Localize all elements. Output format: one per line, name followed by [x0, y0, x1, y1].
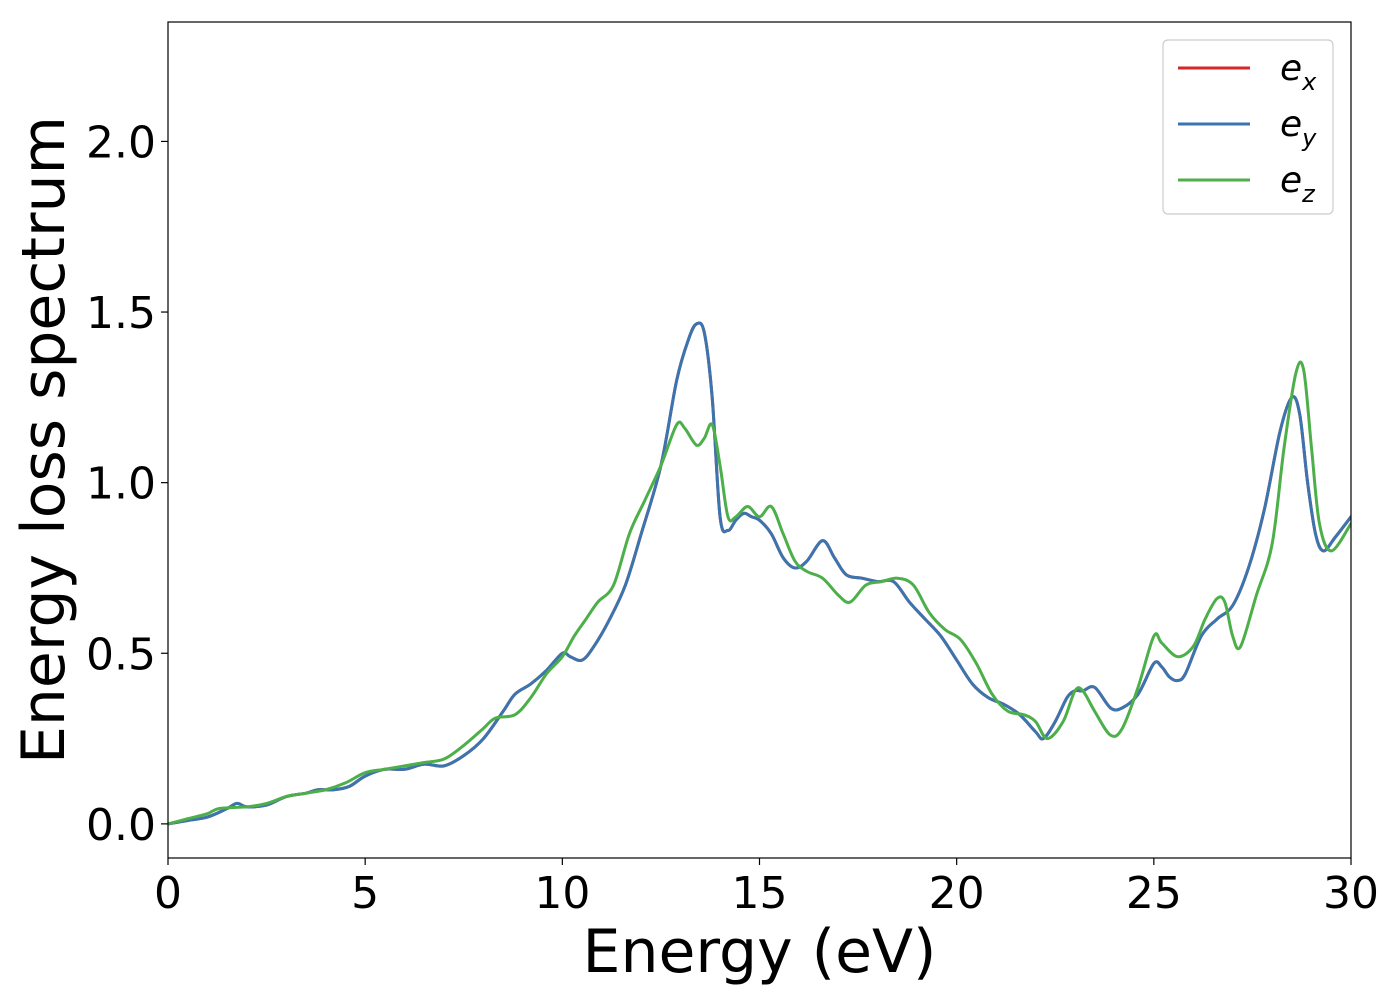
legend-label-x: ex: [1280, 48, 1317, 96]
y-tick-label: 0.5: [86, 629, 156, 680]
y-axis-ticks: 0.0 0.5 1.0 1.5 2.0: [86, 117, 168, 851]
x-axis-label: Energy (eV): [583, 917, 937, 987]
y-tick-label: 0.0: [86, 800, 156, 851]
y-axis-label: Energy loss spectrum: [9, 116, 79, 764]
x-tick-label: 5: [351, 868, 379, 919]
series-line-z: [168, 360, 1351, 826]
x-tick-label: 10: [534, 868, 590, 919]
x-tick-label: 15: [732, 868, 788, 919]
legend-label-y: ey: [1280, 104, 1317, 152]
legend-box: [1162, 39, 1334, 215]
y-tick-label: 1.5: [86, 288, 156, 339]
y-tick-label: 1.0: [86, 459, 156, 510]
y-tick-label: 2.0: [86, 117, 156, 168]
x-tick-label: 25: [1126, 868, 1182, 919]
series-line-y: [168, 321, 1351, 826]
legend-label-z: ez: [1280, 160, 1316, 208]
x-tick-label: 30: [1323, 868, 1379, 919]
x-axis-ticks: 0 5 10 15 20 25 30: [154, 858, 1379, 919]
legend: ex ey ez: [1162, 39, 1334, 215]
plot-lines: [168, 321, 1351, 826]
series-line-x: [168, 321, 1351, 826]
x-tick-label: 20: [929, 868, 985, 919]
x-tick-label: 0: [154, 868, 182, 919]
